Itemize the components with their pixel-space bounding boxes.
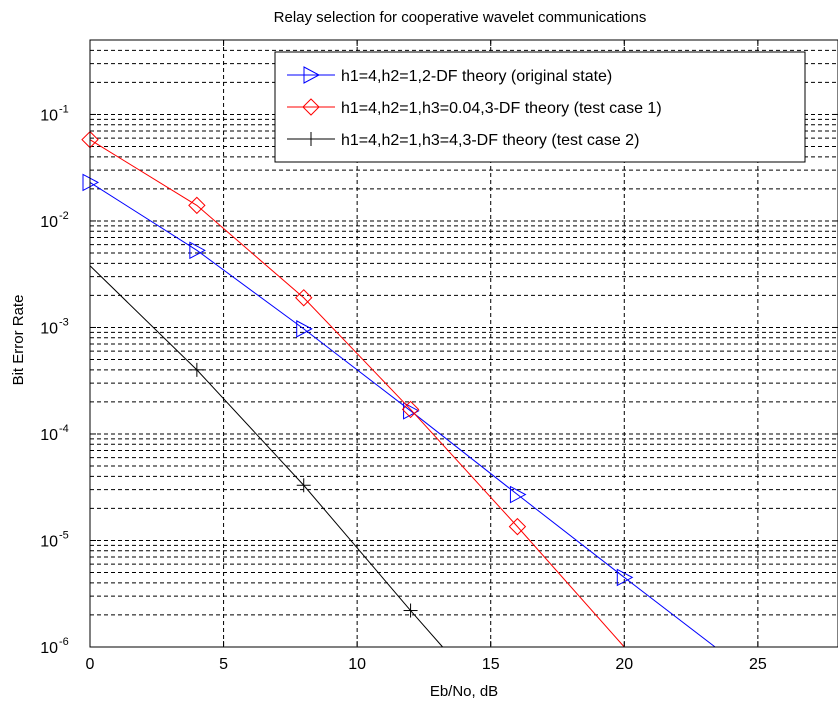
data-point-marker — [509, 485, 527, 504]
legend-box — [274, 51, 806, 163]
y-tick-exponent: -3 — [59, 316, 69, 328]
legend-label: h1=4,h2=1,h3=4,3-DF theory (test case 2) — [341, 132, 639, 149]
y-tick-label: 10 — [40, 533, 58, 550]
data-point-marker — [295, 289, 313, 307]
data-point-marker — [189, 241, 206, 260]
y-tick-exponent: -4 — [59, 423, 69, 435]
series-2 — [81, 130, 625, 648]
legend-label: h1=4,h2=1,2-DF theory (original state) — [341, 68, 612, 85]
x-tick-label: 0 — [86, 656, 95, 673]
data-point-marker — [189, 362, 204, 377]
x-tick-label: 5 — [219, 656, 228, 673]
series-line — [89, 139, 625, 648]
y-tick-exponent: -6 — [59, 636, 69, 648]
y-tick-label: 10 — [40, 214, 58, 231]
y-tick-label: 10 — [40, 320, 58, 337]
series-3 — [89, 265, 444, 648]
data-point-marker — [403, 603, 418, 618]
y-axis-label: Bit Error Rate — [10, 295, 27, 386]
series-line — [89, 182, 716, 648]
y-tick-exponent: -1 — [59, 103, 69, 115]
legend-item-1: h1=4,h2=1,2-DF theory (original state) — [287, 66, 612, 85]
x-tick-label: 20 — [615, 656, 633, 673]
data-point-marker — [296, 478, 311, 493]
data-point-marker — [616, 568, 634, 587]
legend-label: h1=4,h2=1,h3=0.04,3-DF theory (test case… — [341, 100, 662, 117]
y-tick-label: 10 — [40, 107, 58, 124]
chart-title: Relay selection for cooperative wavelet … — [274, 9, 647, 26]
data-point-marker — [296, 320, 313, 338]
data-point-marker — [188, 196, 206, 215]
plot-series — [81, 130, 716, 648]
legend: h1=4,h2=1,2-DF theory (original state) h1… — [274, 51, 806, 163]
x-tick-label: 10 — [348, 656, 366, 673]
y-tick-label: 10 — [40, 427, 58, 444]
series-1 — [82, 173, 716, 648]
y-tick-exponent: -5 — [59, 529, 69, 541]
data-point-marker — [401, 400, 420, 419]
data-point-marker — [302, 98, 320, 116]
x-axis-label: Eb/No, dB — [430, 683, 498, 700]
plot-area-frame — [89, 39, 838, 648]
legend-item-3: h1=4,h2=1,h3=4,3-DF theory (test case 2) — [287, 132, 639, 149]
legend-item-2: h1=4,h2=1,h3=0.04,3-DF theory (test case… — [287, 98, 662, 117]
data-point-marker — [304, 132, 318, 146]
data-point-marker — [508, 517, 527, 536]
x-tick-label: 25 — [749, 656, 767, 673]
x-tick-label: 15 — [482, 656, 500, 673]
y-tick-label: 10 — [40, 640, 58, 657]
data-point-marker — [303, 66, 321, 84]
y-tick-exponent: -2 — [59, 210, 69, 222]
